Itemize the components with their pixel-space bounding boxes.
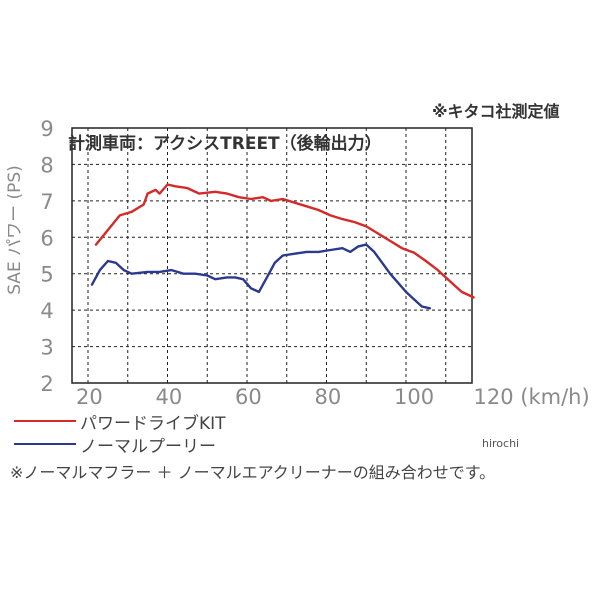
series-line-normal-pulley [90,243,431,310]
x-tick-label: 60 [235,385,262,409]
legend-label-normal-pulley: ノーマルプーリー [80,437,216,457]
x-tick-label: 20 [76,385,103,409]
x-tick-label: 120 (km/h) [474,385,590,409]
y-tick-label: 8 [40,153,53,177]
watermark: hirochi [482,437,520,450]
y-tick-label: 9 [40,117,53,141]
legend-swatch-powerdrive [14,420,76,422]
y-tick-label: 3 [40,336,53,360]
legend-swatch-normal-pulley [14,443,76,445]
y-tick-label: 6 [40,226,53,250]
series-line-powerdrive [94,183,475,299]
x-tick-label: 100 [394,385,434,409]
y-tick-labels: 2 3 4 5 6 7 8 9 [40,117,53,396]
plot-frame [71,127,473,384]
legend-item-powerdrive: パワードライブKIT [10,409,310,434]
y-tick-label: 5 [40,263,53,287]
y-tick-label: 7 [40,190,53,214]
series-group [90,183,475,310]
source-note: ※キタコ社測定値 [432,102,560,121]
y-axis-label: SAE パワー (PS) [5,165,25,295]
x-tick-label: 80 [315,385,342,409]
grid-lines [71,127,473,384]
legend-label-powerdrive: パワードライブKIT [80,414,226,434]
legend-item-normal-pulley: ノーマルプーリー [10,432,310,457]
footnote: ※ノーマルマフラー ＋ ノーマルエアクリーナーの組み合わせです。 [10,463,496,482]
y-tick-label: 4 [40,299,53,323]
x-tick-labels: 20 40 60 80 100 120 (km/h) [76,385,590,409]
y-tick-label: 2 [40,372,53,396]
x-tick-label: 40 [156,385,183,409]
chart-title: 計測車両：アクシスTREET（後輪出力） [68,133,382,154]
